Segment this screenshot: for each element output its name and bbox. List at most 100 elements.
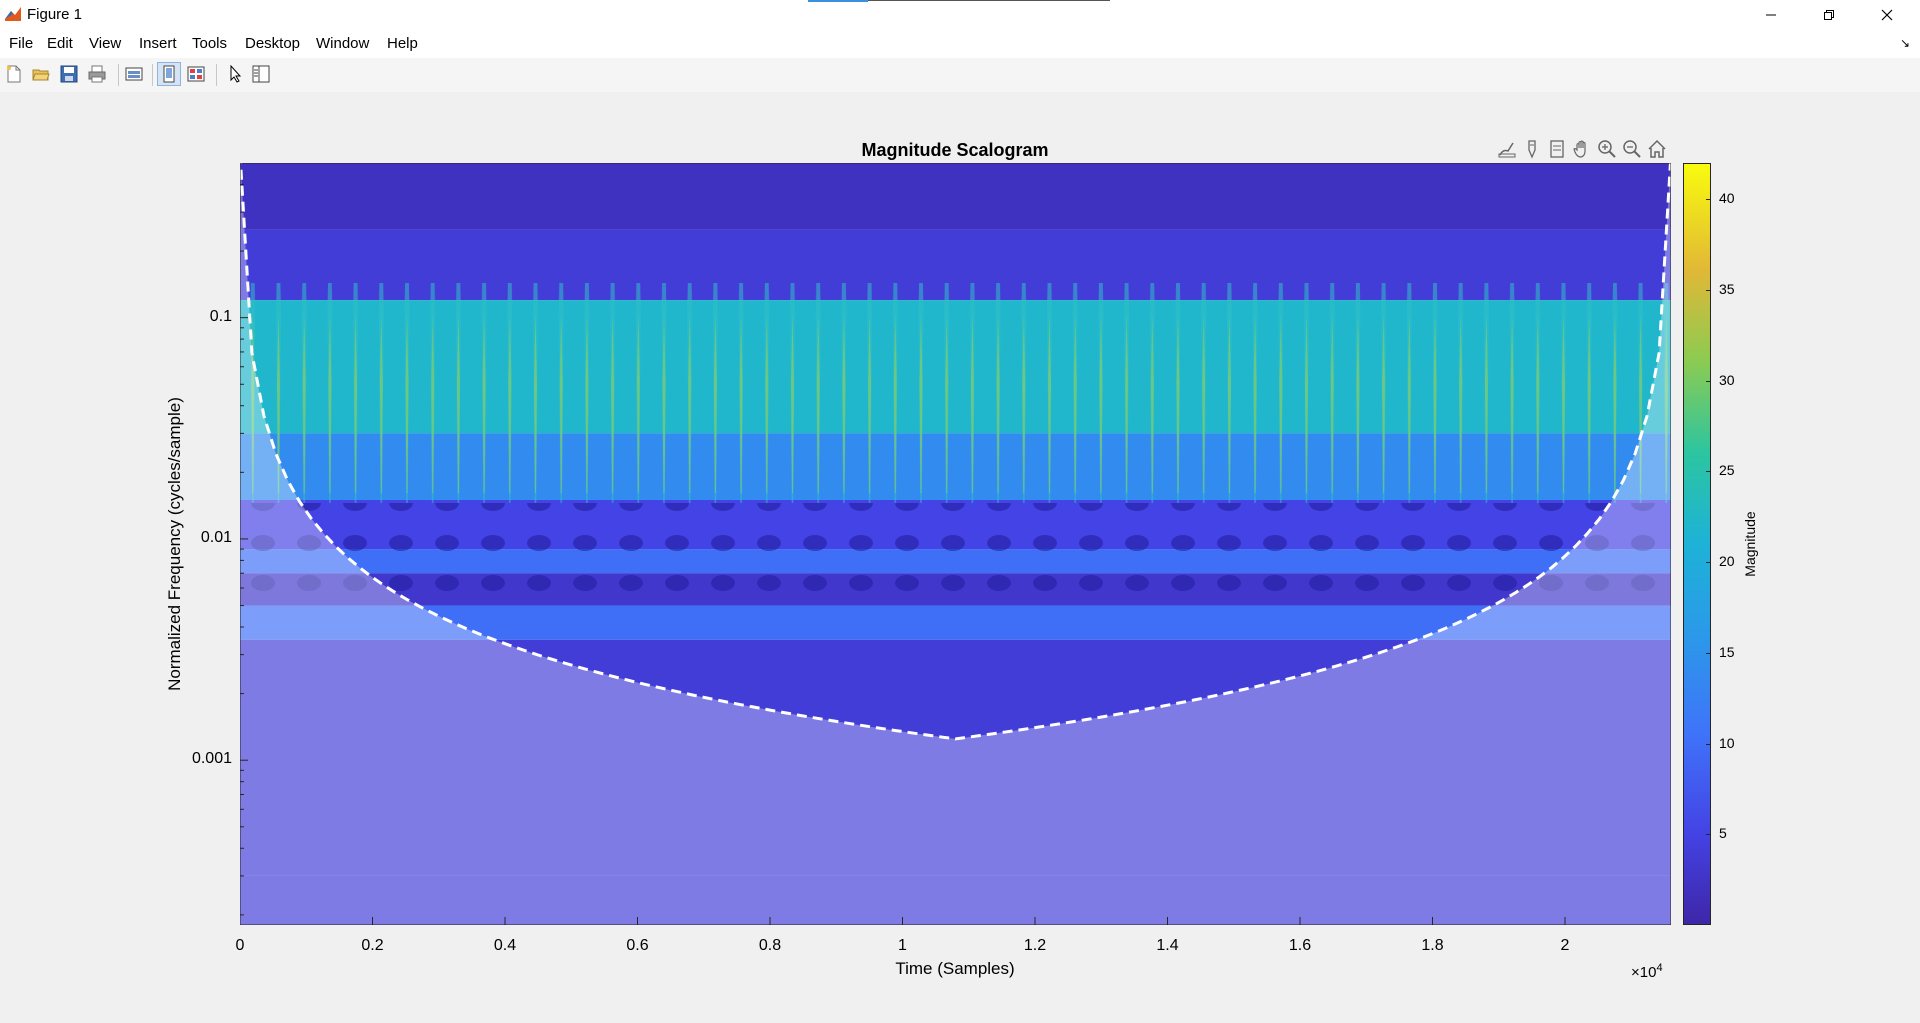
dock-figure-button[interactable]	[157, 62, 181, 86]
x-tick-label: 0.4	[493, 937, 517, 954]
colorbar-tick-mark	[1706, 743, 1711, 745]
minimize-icon	[1766, 14, 1776, 16]
plot-browser-button[interactable]	[249, 62, 273, 86]
window-title: Figure 1	[27, 6, 83, 23]
x-tick-label: 2	[1560, 937, 1570, 954]
y-tick-label: 0.01	[200, 528, 232, 546]
colorbar-tick-label: 10	[1719, 734, 1735, 751]
window-titlebar: Figure 1	[0, 0, 1920, 30]
x-axis-ticks	[240, 917, 1566, 925]
brush-button[interactable]	[1496, 138, 1517, 159]
zoom-in-icon	[1597, 139, 1616, 158]
y-axis-label: Normalized Frequency (cycles/sample)	[165, 397, 184, 691]
menu-help[interactable]: Help	[387, 35, 418, 52]
menu-window[interactable]: Window	[316, 35, 370, 52]
y-tick-label: 0.1	[209, 307, 232, 325]
x-tick-label: 0.8	[758, 937, 782, 954]
new-file-icon	[7, 65, 21, 83]
restore-view-button[interactable]	[1546, 138, 1567, 159]
link-plot-icon	[125, 67, 143, 81]
menu-file[interactable]: File	[9, 35, 34, 52]
plot-browser-icon	[252, 65, 270, 83]
data-tips-icon	[1527, 139, 1536, 159]
pan-hand-icon	[1572, 140, 1586, 158]
dock-figure-icon	[163, 65, 175, 83]
x-tick-label: 1.2	[1023, 937, 1047, 954]
home-icon	[1647, 139, 1666, 158]
toolbar-separator	[152, 64, 153, 86]
menu-tools[interactable]: Tools	[192, 35, 228, 52]
open-file-button[interactable]	[29, 62, 53, 86]
scalogram-band	[240, 639, 1671, 876]
save-icon	[60, 65, 78, 83]
zoom-out-icon	[1622, 139, 1641, 158]
colorbar-tick-mark	[1706, 834, 1711, 836]
colorbar-tick-label: 25	[1719, 462, 1735, 479]
axes-toolbar	[1496, 138, 1667, 162]
minimize-button[interactable]	[1742, 0, 1800, 30]
colorbar-tick-label: 40	[1719, 190, 1735, 207]
close-icon	[1881, 9, 1893, 21]
data-tips-button[interactable]	[1521, 138, 1542, 159]
x-tick-label: 1.8	[1421, 937, 1444, 954]
brush-icon	[1498, 142, 1515, 157]
property-editor-button[interactable]	[184, 62, 208, 86]
menu-desktop[interactable]: Desktop	[245, 35, 301, 52]
menu-insert[interactable]: Insert	[139, 35, 177, 52]
colorbar-label: Magnitude	[1742, 511, 1758, 577]
dock-arrow-icon[interactable]: ↘	[1899, 36, 1910, 50]
colorbar-tick-mark	[1706, 380, 1711, 382]
zoom-in-button[interactable]	[1596, 138, 1617, 159]
menubar: File Edit View Insert Tools Desktop Wind…	[0, 30, 1920, 58]
save-figure-button[interactable]	[57, 62, 81, 86]
menu-view[interactable]: View	[89, 35, 122, 52]
pointer-arrow-icon	[230, 65, 242, 83]
x-tick-label: 1	[898, 937, 907, 954]
new-figure-button[interactable]	[2, 62, 26, 86]
restore-button[interactable]	[1800, 0, 1858, 30]
x-exponent-base: ×10	[1631, 964, 1657, 981]
print-figure-button[interactable]	[85, 62, 109, 86]
y-axis-ticks	[240, 163, 248, 916]
x-tick-label: 1.6	[1288, 937, 1312, 954]
restore-icon	[1824, 10, 1834, 20]
x-tick-label: 0.2	[361, 937, 384, 954]
toolbar-separator	[216, 64, 217, 86]
cone-of-influence-shade	[240, 163, 1671, 925]
scalogram-texture	[240, 503, 1671, 613]
y-tick-label: 0.001	[191, 750, 232, 768]
link-plot-button[interactable]	[122, 62, 146, 86]
menu-edit[interactable]: Edit	[47, 35, 73, 52]
x-axis-label: Time (Samples)	[895, 959, 1015, 978]
title-accent-bar	[808, 0, 868, 2]
colorbar-tick-label: 30	[1719, 371, 1735, 388]
restore-view-icon	[1549, 139, 1564, 158]
zoom-out-button[interactable]	[1621, 138, 1642, 159]
colorbar-tick-mark	[1706, 290, 1711, 291]
close-button[interactable]	[1858, 0, 1916, 30]
chart-title: Magnitude Scalogram	[861, 140, 1049, 160]
cone-of-influence-line	[240, 163, 1671, 741]
figure-toolbar	[0, 58, 1920, 93]
edit-plot-button[interactable]	[223, 62, 247, 86]
x-tick-label: 0	[235, 937, 245, 954]
colorbar-tick-label: 20	[1719, 553, 1735, 570]
x-tick-label: 1.4	[1156, 937, 1179, 954]
scalogram-ridges	[240, 283, 1671, 513]
x-exponent-power: 4	[1656, 962, 1663, 974]
colorbar-tick-label: 35	[1719, 281, 1735, 297]
x-axis-exponent: ×104	[1631, 962, 1663, 981]
x-tick-label: 0.6	[626, 937, 649, 954]
matlab-app-icon	[4, 5, 22, 23]
colorbar-tick-mark	[1706, 471, 1711, 473]
print-icon	[88, 65, 106, 83]
colorbar-tick-label: 15	[1719, 643, 1735, 660]
home-button[interactable]	[1646, 138, 1667, 159]
pan-button[interactable]	[1571, 138, 1592, 159]
property-editor-icon	[187, 66, 205, 82]
scalogram-band	[240, 163, 1671, 230]
scalogram-axes[interactable]	[240, 163, 1671, 925]
open-folder-icon	[32, 69, 50, 81]
title-accent-line	[868, 0, 1110, 1]
colorbar[interactable]	[1683, 163, 1711, 925]
